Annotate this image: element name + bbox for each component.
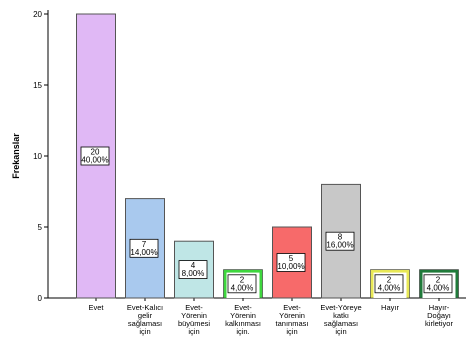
category-label: Evet-Yörenin kalkınması için. bbox=[225, 303, 261, 336]
data-label: 7 bbox=[142, 240, 147, 249]
data-label: 2 bbox=[436, 275, 441, 284]
data-label: 40,00% bbox=[81, 156, 108, 165]
data-label-box bbox=[227, 274, 257, 294]
category-label: Evet-Yöreye katkı sağlaması için bbox=[320, 303, 361, 336]
category-label: Evet-Kalıcı gelir sağlaması için bbox=[127, 303, 163, 336]
data-label: 5 bbox=[289, 254, 294, 263]
category-label: Hayır-Doğayı kirletiyor bbox=[425, 303, 453, 328]
data-label-box bbox=[129, 238, 159, 258]
data-label-box bbox=[423, 274, 453, 294]
y-axis-label: Frekanslar bbox=[11, 133, 21, 179]
data-label-box bbox=[374, 274, 404, 294]
y-tick-label: 5 bbox=[38, 223, 43, 232]
data-label: 2 bbox=[240, 275, 245, 284]
data-label: 10,00% bbox=[277, 262, 304, 271]
data-label-box bbox=[276, 253, 306, 272]
data-label-box bbox=[80, 146, 110, 166]
data-label: 4,00% bbox=[378, 283, 401, 292]
data-label: 20 bbox=[91, 148, 100, 157]
category-label: Evet-Yörenin tanınması için bbox=[276, 303, 309, 336]
y-tick-label: 15 bbox=[33, 81, 42, 90]
data-label: 8,00% bbox=[182, 269, 205, 278]
data-label: 4,00% bbox=[427, 283, 450, 292]
data-label: 4 bbox=[191, 261, 196, 270]
category-label: Evet bbox=[88, 303, 104, 312]
data-label-box bbox=[178, 260, 208, 280]
category-label: Hayır bbox=[381, 303, 399, 312]
y-tick-label: 20 bbox=[33, 10, 42, 19]
y-tick-label: 0 bbox=[38, 294, 43, 303]
data-label: 14,00% bbox=[130, 248, 157, 257]
data-label: 8 bbox=[338, 233, 343, 242]
data-label: 4,00% bbox=[231, 283, 254, 292]
y-tick-label: 10 bbox=[33, 152, 42, 161]
data-label-box bbox=[325, 231, 355, 251]
data-label: 2 bbox=[387, 275, 392, 284]
category-label: Evet-Yörenin büyümesi için bbox=[178, 303, 210, 336]
data-label: 16,00% bbox=[326, 241, 353, 250]
